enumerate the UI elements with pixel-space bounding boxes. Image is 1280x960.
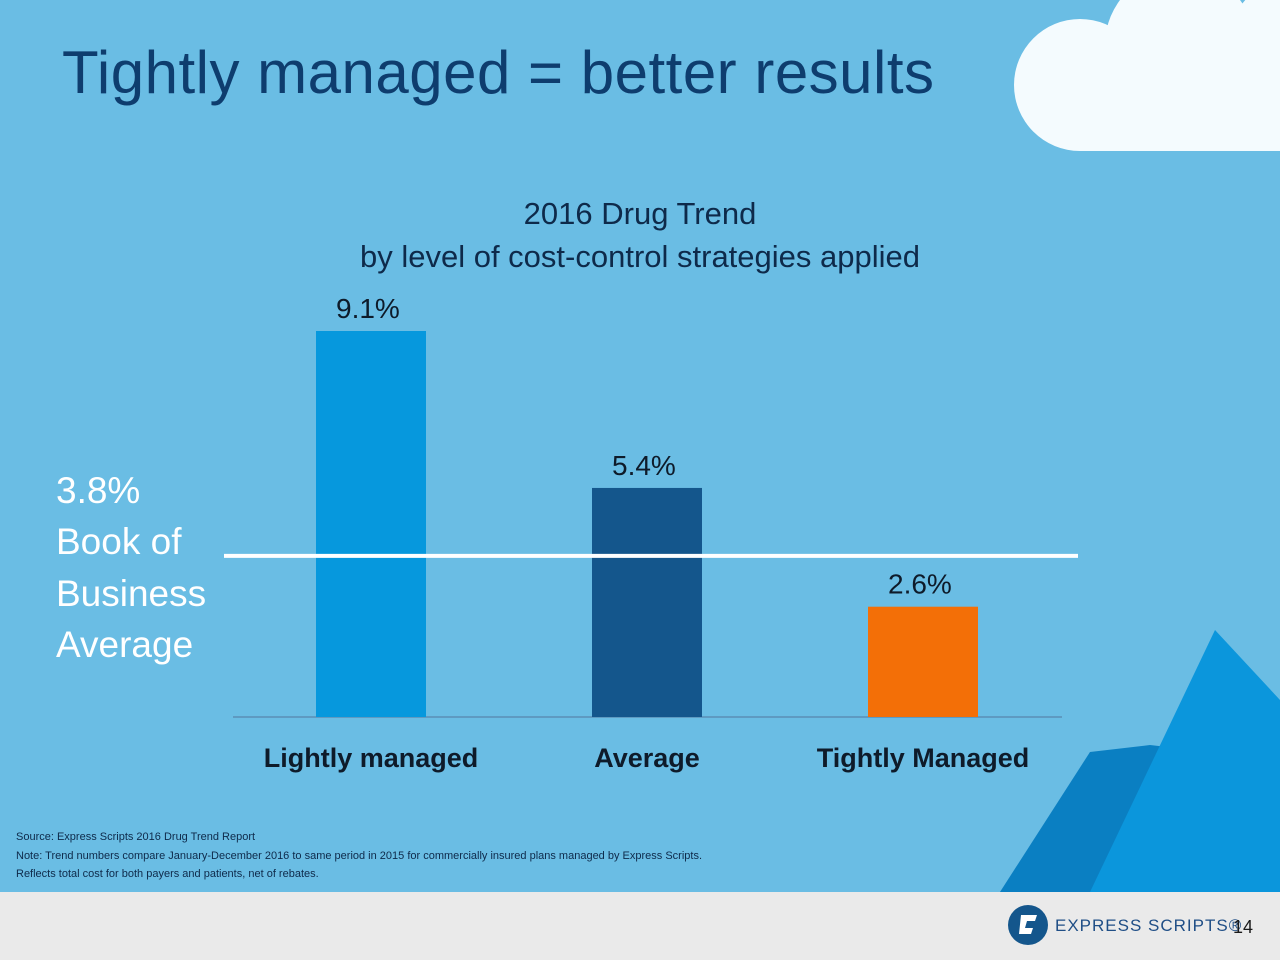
- chart-subtitle: by level of cost-control strategies appl…: [359, 239, 920, 274]
- mountain-front-shape: [1090, 630, 1280, 892]
- bar-value-label: 9.1%: [336, 293, 400, 324]
- express-scripts-logo-text: EXPRESS SCRIPTS®: [1055, 916, 1243, 935]
- book-of-business-value: 3.8%: [56, 470, 141, 511]
- book-of-business-label-line3: Average: [56, 624, 194, 665]
- x-tick-label: Average: [594, 743, 700, 773]
- page-number: 14: [1232, 917, 1253, 937]
- book-of-business-label-line1: Book of: [56, 521, 182, 562]
- slide-title: Tightly managed = better results: [62, 39, 935, 106]
- express-scripts-logo-icon: [1008, 905, 1048, 945]
- chart-title: 2016 Drug Trend: [523, 196, 757, 231]
- bar-value-label: 5.4%: [612, 450, 676, 481]
- book-of-business-label-line2: Business: [56, 573, 207, 614]
- bar: [592, 487, 702, 717]
- bar: [316, 331, 426, 717]
- footnote-source: Source: Express Scripts 2016 Drug Trend …: [16, 831, 256, 843]
- cloud-icon: [1014, 0, 1280, 151]
- bar: [868, 606, 978, 717]
- bar-value-label: 2.6%: [888, 569, 952, 600]
- footer-bar: [0, 892, 1280, 960]
- footnote-note: Note: Trend numbers compare January-Dece…: [16, 850, 702, 862]
- x-tick-label: Tightly Managed: [817, 743, 1030, 773]
- x-tick-label: Lightly managed: [264, 743, 479, 773]
- footnote-reflects: Reflects total cost for both payers and …: [16, 868, 319, 880]
